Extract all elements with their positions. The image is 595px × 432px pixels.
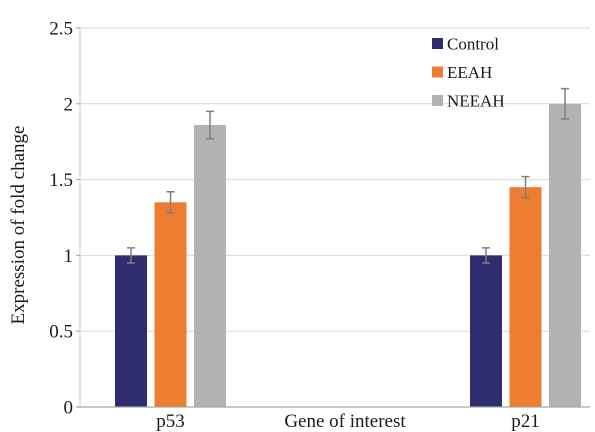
legend: Control EEAH NEEAH [432, 35, 505, 111]
y-tick-label: 0.5 [49, 322, 73, 343]
y-tick-label: 1 [64, 246, 74, 267]
x-tick-label-p21: p21 [511, 411, 540, 432]
legend-label: Control [447, 35, 499, 54]
legend-swatch [432, 38, 443, 49]
y-axis-ticks: 0 0.5 1 1.5 2 2.5 [49, 19, 80, 419]
error-bars [127, 87, 569, 264]
legend-item-neeah: NEEAH [432, 92, 505, 111]
y-axis-title: Expression of fold change [8, 126, 29, 325]
error-bar-p53-control [127, 247, 135, 264]
bar-p53-neeah [194, 125, 226, 408]
error-bar-p21-neeah [561, 87, 569, 120]
x-axis-title: Gene of interest [284, 411, 406, 432]
y-tick-label: 2 [64, 94, 74, 115]
legend-item-eeah: EEAH [432, 63, 492, 82]
error-bar-p21-control [482, 247, 490, 264]
legend-label: NEEAH [447, 92, 505, 111]
bars [115, 103, 581, 408]
y-tick-label: 0 [64, 398, 74, 419]
x-axis-categories: p53 p21 [156, 411, 540, 432]
bar-p21-neeah [549, 103, 581, 408]
legend-label: EEAH [447, 63, 492, 82]
error-bar-p53-neeah [206, 110, 214, 140]
error-bar-p53-eeah [166, 190, 175, 214]
y-tick-label: 2.5 [49, 19, 73, 40]
y-tick-label: 1.5 [49, 170, 73, 191]
x-tick-label-p53: p53 [156, 411, 185, 432]
bar-p53-eeah [154, 202, 187, 407]
legend-item-control: Control [432, 35, 499, 54]
error-bar-p21-eeah [521, 175, 530, 199]
bar-p21-eeah [509, 187, 542, 407]
bar-p53-control [115, 255, 147, 407]
bar-p21-control [470, 255, 502, 407]
legend-swatch [432, 66, 443, 78]
legend-swatch [432, 95, 443, 106]
